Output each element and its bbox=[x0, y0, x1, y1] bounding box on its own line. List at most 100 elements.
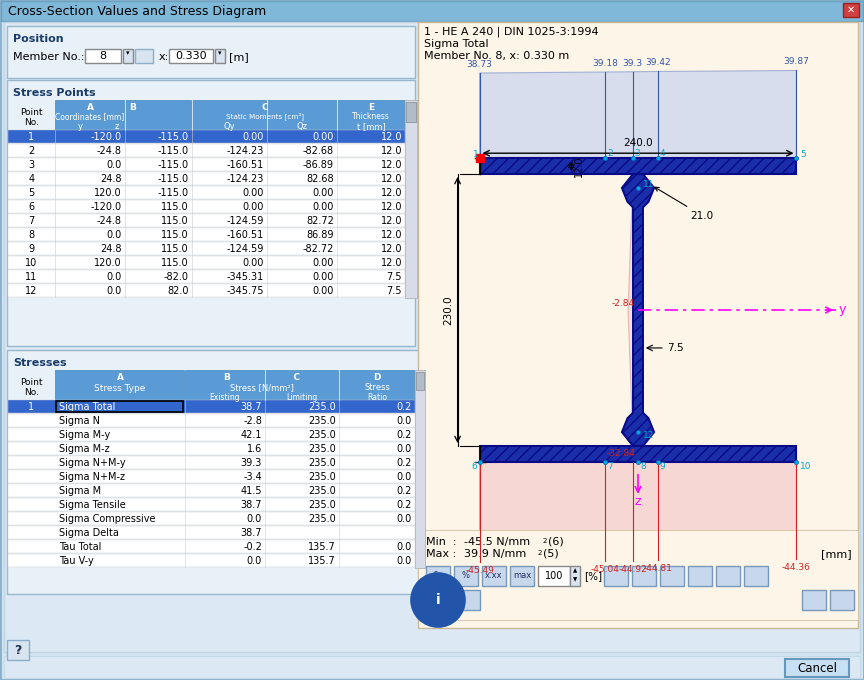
Text: 10: 10 bbox=[25, 258, 38, 268]
Text: 0.2: 0.2 bbox=[397, 486, 412, 496]
Text: 235.0: 235.0 bbox=[308, 486, 336, 496]
Text: Qy: Qy bbox=[224, 122, 235, 131]
Text: 0.0: 0.0 bbox=[397, 416, 412, 426]
FancyBboxPatch shape bbox=[135, 49, 153, 63]
Text: 7: 7 bbox=[29, 216, 35, 226]
Text: -115.0: -115.0 bbox=[158, 188, 189, 198]
Polygon shape bbox=[622, 174, 654, 446]
Text: 39.3: 39.3 bbox=[623, 58, 643, 68]
FancyBboxPatch shape bbox=[7, 26, 415, 78]
Text: -124.59: -124.59 bbox=[226, 216, 264, 226]
FancyBboxPatch shape bbox=[8, 158, 405, 171]
Text: 38.7: 38.7 bbox=[240, 528, 262, 538]
Text: ?: ? bbox=[15, 643, 22, 656]
Text: Qz: Qz bbox=[296, 122, 308, 131]
Text: No.: No. bbox=[24, 388, 39, 397]
Text: ✕: ✕ bbox=[847, 5, 855, 15]
Text: 38.73: 38.73 bbox=[467, 60, 492, 69]
Text: 0.00: 0.00 bbox=[243, 188, 264, 198]
Text: 1: 1 bbox=[29, 402, 35, 412]
Text: 8: 8 bbox=[29, 230, 35, 240]
FancyBboxPatch shape bbox=[1, 1, 863, 21]
Text: 12.0: 12.0 bbox=[380, 174, 402, 184]
FancyBboxPatch shape bbox=[802, 590, 826, 610]
FancyBboxPatch shape bbox=[215, 49, 225, 63]
Text: Existing: Existing bbox=[210, 393, 240, 402]
Text: 115.0: 115.0 bbox=[162, 216, 189, 226]
Text: 0.0: 0.0 bbox=[247, 514, 262, 524]
FancyBboxPatch shape bbox=[8, 214, 405, 227]
Text: 39.87: 39.87 bbox=[784, 58, 810, 67]
Text: 0.00: 0.00 bbox=[313, 202, 334, 212]
Text: 12.0: 12.0 bbox=[380, 258, 402, 268]
Text: D: D bbox=[373, 373, 381, 382]
Text: 41.5: 41.5 bbox=[240, 486, 262, 496]
FancyBboxPatch shape bbox=[570, 566, 580, 586]
Text: 7.5: 7.5 bbox=[386, 286, 402, 296]
FancyBboxPatch shape bbox=[415, 370, 425, 568]
Text: 12.0: 12.0 bbox=[380, 146, 402, 156]
Text: 240.0: 240.0 bbox=[623, 138, 653, 148]
Text: Static Moments [cm³]: Static Moments [cm³] bbox=[226, 112, 303, 120]
Text: A: A bbox=[86, 103, 93, 112]
Text: 235.0: 235.0 bbox=[308, 500, 336, 510]
Text: 0.0: 0.0 bbox=[107, 230, 122, 240]
Text: 235.0: 235.0 bbox=[308, 416, 336, 426]
Text: Sigma M: Sigma M bbox=[59, 486, 101, 496]
Text: -0.2: -0.2 bbox=[243, 542, 262, 552]
FancyBboxPatch shape bbox=[8, 400, 415, 413]
Text: -345.75: -345.75 bbox=[226, 286, 264, 296]
Text: 0.2: 0.2 bbox=[397, 458, 412, 468]
Text: 9: 9 bbox=[660, 462, 665, 471]
Text: 3: 3 bbox=[635, 149, 640, 158]
Text: 235.0: 235.0 bbox=[308, 444, 336, 454]
Text: 230.0: 230.0 bbox=[443, 295, 454, 325]
FancyBboxPatch shape bbox=[8, 554, 415, 567]
FancyBboxPatch shape bbox=[454, 566, 478, 586]
Text: 6: 6 bbox=[29, 202, 35, 212]
Text: 12.0: 12.0 bbox=[380, 230, 402, 240]
FancyBboxPatch shape bbox=[8, 284, 405, 297]
FancyBboxPatch shape bbox=[8, 442, 415, 455]
Text: 0.0: 0.0 bbox=[247, 556, 262, 566]
FancyBboxPatch shape bbox=[4, 22, 860, 652]
Text: Position: Position bbox=[13, 34, 64, 44]
FancyBboxPatch shape bbox=[418, 530, 858, 620]
FancyBboxPatch shape bbox=[8, 470, 415, 483]
Text: 0.2: 0.2 bbox=[397, 402, 412, 412]
Text: -45.49: -45.49 bbox=[465, 566, 494, 575]
Text: 12.0: 12.0 bbox=[574, 155, 583, 177]
Text: -120.0: -120.0 bbox=[91, 202, 122, 212]
FancyBboxPatch shape bbox=[7, 640, 29, 660]
FancyBboxPatch shape bbox=[8, 456, 415, 469]
Text: 235.0: 235.0 bbox=[308, 472, 336, 482]
Text: t [mm]: t [mm] bbox=[357, 122, 385, 131]
Text: 135.7: 135.7 bbox=[308, 542, 336, 552]
Text: 0.0: 0.0 bbox=[397, 472, 412, 482]
Text: Sigma N+M-y: Sigma N+M-y bbox=[59, 458, 125, 468]
Text: Member No. 8, x: 0.330 m: Member No. 8, x: 0.330 m bbox=[424, 51, 569, 61]
Text: 12.0: 12.0 bbox=[380, 244, 402, 254]
Text: A: A bbox=[117, 373, 124, 382]
Text: Coordinates [mm]: Coordinates [mm] bbox=[55, 112, 124, 121]
Text: 24.8: 24.8 bbox=[100, 244, 122, 254]
FancyBboxPatch shape bbox=[426, 590, 450, 610]
FancyBboxPatch shape bbox=[8, 256, 405, 269]
Text: 7: 7 bbox=[607, 462, 613, 471]
Text: 39.3: 39.3 bbox=[241, 458, 262, 468]
FancyBboxPatch shape bbox=[510, 566, 534, 586]
Text: -82.68: -82.68 bbox=[303, 146, 334, 156]
FancyBboxPatch shape bbox=[688, 566, 712, 586]
FancyBboxPatch shape bbox=[843, 3, 859, 17]
Text: 0.2: 0.2 bbox=[397, 500, 412, 510]
Text: Stress Points: Stress Points bbox=[13, 88, 96, 98]
Text: 0.2: 0.2 bbox=[397, 430, 412, 440]
Polygon shape bbox=[480, 71, 797, 158]
Text: 135.7: 135.7 bbox=[308, 556, 336, 566]
FancyBboxPatch shape bbox=[632, 566, 656, 586]
Text: -124.23: -124.23 bbox=[226, 174, 264, 184]
Text: 12: 12 bbox=[25, 286, 38, 296]
Text: 0.00: 0.00 bbox=[243, 258, 264, 268]
Text: 115.0: 115.0 bbox=[162, 202, 189, 212]
Text: ▾: ▾ bbox=[126, 50, 130, 56]
